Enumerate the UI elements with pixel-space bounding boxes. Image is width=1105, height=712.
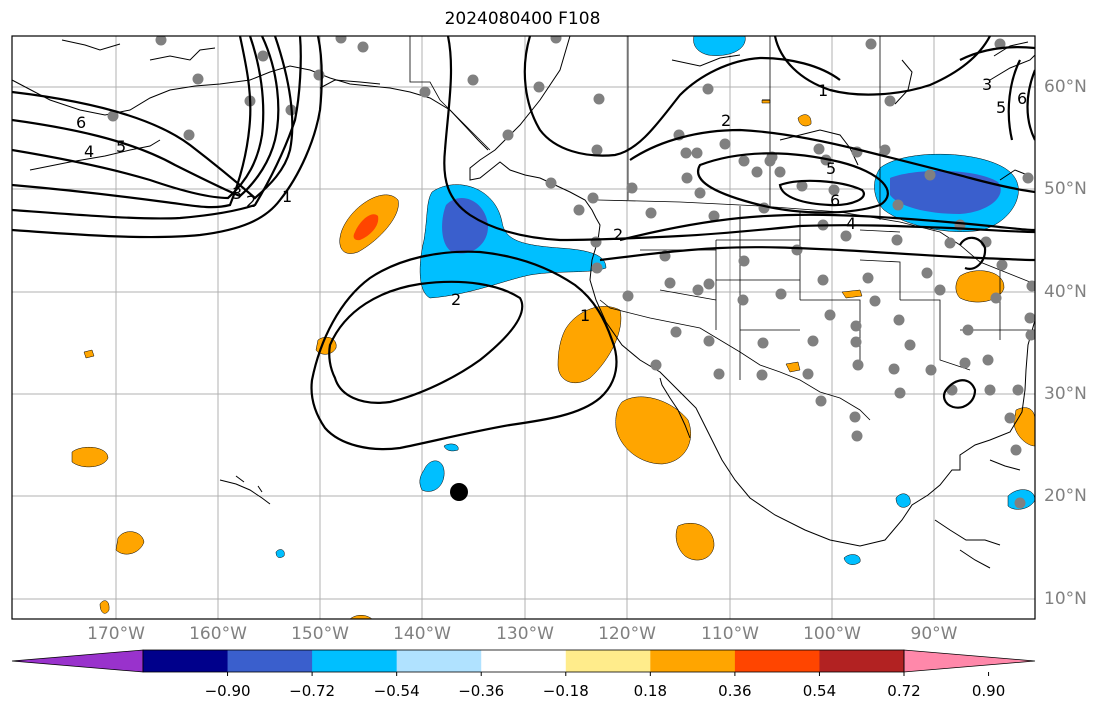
contour-label: 4 bbox=[84, 142, 94, 161]
longitude-label: 110°W bbox=[701, 624, 759, 644]
colorbar-tick-label: −0.36 bbox=[458, 682, 505, 700]
contour-label: 2 bbox=[613, 225, 623, 244]
colorbar-tick-label: −0.54 bbox=[373, 682, 420, 700]
graticule bbox=[12, 36, 1035, 619]
contour-label: 5 bbox=[996, 98, 1006, 117]
map-frame bbox=[11, 35, 1036, 620]
latitude-label: 40°N bbox=[1044, 282, 1087, 302]
map-title: 2024080400 F108 bbox=[444, 9, 601, 29]
colorbar-segment bbox=[819, 650, 905, 672]
contour-label: 6 bbox=[830, 191, 840, 210]
colorbar bbox=[11, 649, 1036, 676]
contour-label: 1 bbox=[282, 187, 292, 206]
colorbar-segment bbox=[734, 650, 820, 672]
contour-label: 5 bbox=[826, 159, 836, 178]
colorbar-segment bbox=[143, 650, 229, 672]
colorbar-segment bbox=[312, 650, 398, 672]
contour-label: 2 bbox=[246, 192, 256, 211]
latitude-label: 20°N bbox=[1044, 486, 1087, 506]
longitude-label: 130°W bbox=[496, 624, 554, 644]
colorbar-tick-label: 0.54 bbox=[802, 682, 837, 700]
colorbar-segment bbox=[396, 650, 482, 672]
longitude-label: 120°W bbox=[598, 624, 656, 644]
station-markers bbox=[107, 36, 1035, 509]
contour-label: 3 bbox=[982, 75, 992, 94]
colorbar-tick-label: −0.18 bbox=[542, 682, 589, 700]
contour-label: 1 bbox=[818, 81, 828, 100]
contour-label: 6 bbox=[76, 113, 86, 132]
colorbar-tick-label: −0.90 bbox=[204, 682, 251, 700]
longitude-label: 140°W bbox=[393, 624, 451, 644]
colorbar-segment bbox=[227, 650, 313, 672]
contour-label: 6 bbox=[1017, 89, 1027, 108]
colorbar-tick-label: 0.36 bbox=[718, 682, 752, 700]
colorbar-extend-low bbox=[11, 649, 144, 673]
colorbar-segment bbox=[650, 650, 736, 672]
longitude-label: 90°W bbox=[910, 624, 958, 644]
colorbar-tick-label: 0.72 bbox=[887, 682, 921, 700]
latitude-label: 30°N bbox=[1044, 384, 1087, 404]
contour-label: 1 bbox=[580, 306, 590, 325]
colorbar-segment bbox=[565, 650, 651, 672]
longitude-label: 150°W bbox=[291, 624, 349, 644]
colorbar-tick-label: 0.90 bbox=[971, 682, 1006, 700]
longitude-label: 100°W bbox=[803, 624, 861, 644]
latitude-label: 10°N bbox=[1044, 589, 1087, 609]
contour-label: 2 bbox=[451, 290, 461, 309]
point-marker bbox=[450, 483, 468, 501]
coastlines bbox=[12, 36, 1035, 569]
longitude-label: 160°W bbox=[189, 624, 247, 644]
latitude-label: 50°N bbox=[1044, 179, 1087, 199]
contour-label: 5 bbox=[116, 137, 126, 156]
colorbar-tick-label: 0.18 bbox=[633, 682, 668, 700]
contour-label: 4 bbox=[846, 214, 856, 233]
contour-lines bbox=[12, 36, 1035, 451]
colorbar-extend-high bbox=[903, 649, 1036, 673]
longitude-label: 170°W bbox=[87, 624, 145, 644]
contour-label: 2 bbox=[721, 111, 731, 130]
latitude-label: 60°N bbox=[1044, 77, 1087, 97]
contour-label: 3 bbox=[232, 184, 242, 203]
colorbar-segment bbox=[481, 650, 567, 672]
colorbar-tick-label: −0.72 bbox=[289, 682, 336, 700]
